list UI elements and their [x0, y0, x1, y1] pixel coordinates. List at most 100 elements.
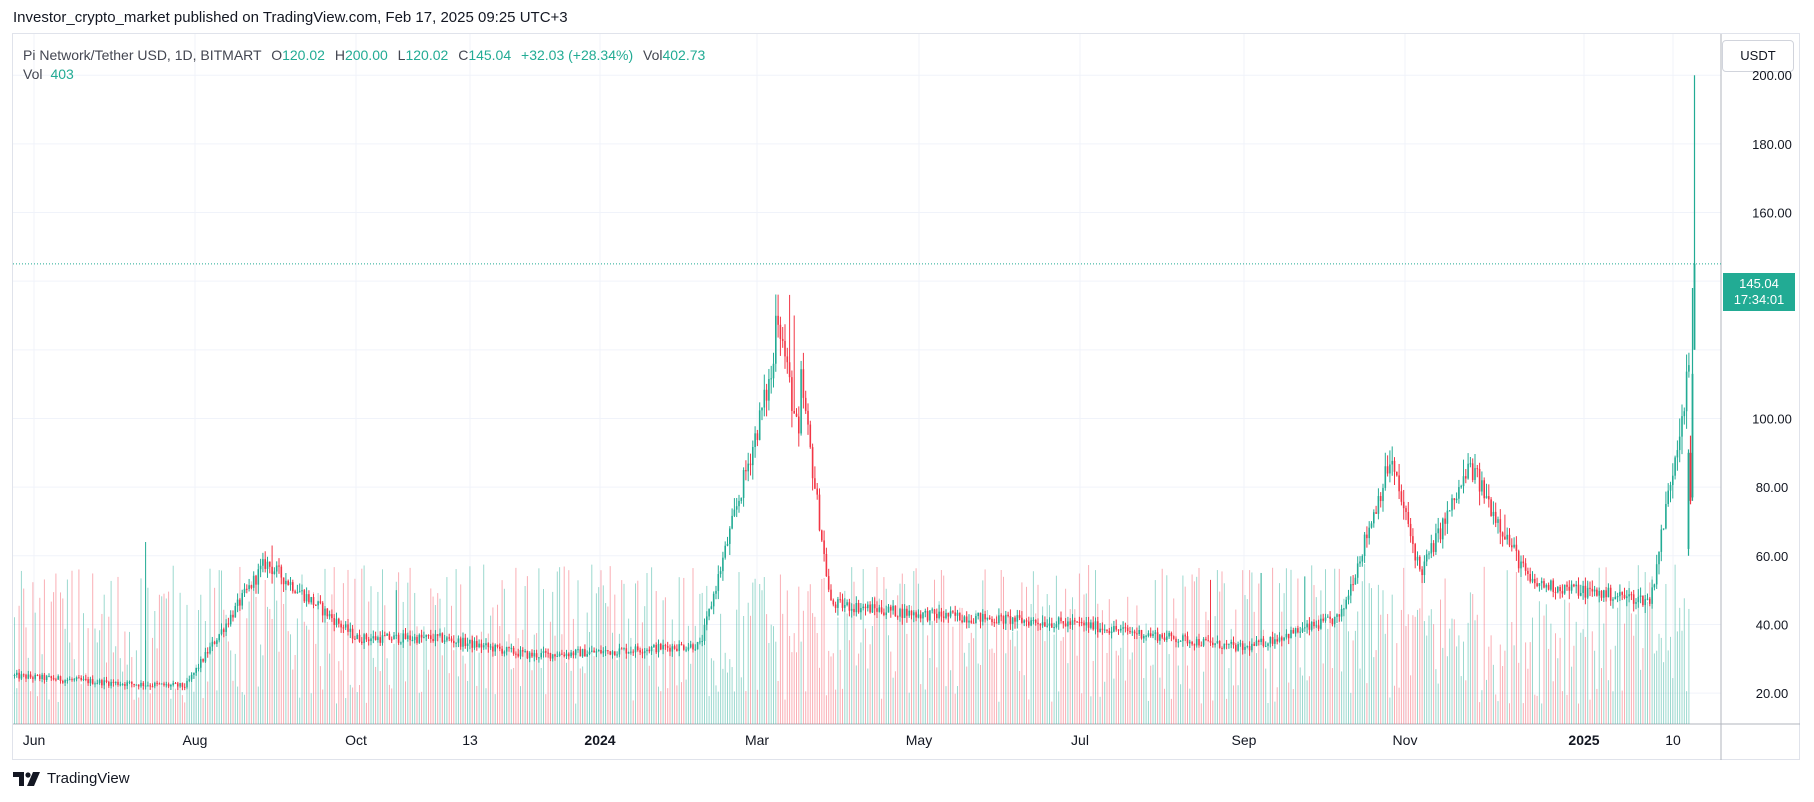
- candle-body: [1658, 551, 1660, 565]
- candle-body: [1080, 622, 1083, 624]
- volume-bar: [331, 594, 333, 724]
- volume-bar: [793, 633, 795, 724]
- volume-bar: [1601, 668, 1602, 724]
- volume-bar: [713, 660, 715, 724]
- volume-bar: [814, 616, 816, 724]
- volume-bar: [1279, 583, 1280, 724]
- candle-body: [926, 610, 929, 621]
- volume-bar: [1591, 631, 1593, 724]
- candle-body: [745, 470, 747, 472]
- candle-body: [1674, 457, 1676, 476]
- candle-body: [333, 618, 335, 625]
- candle-body: [903, 608, 906, 618]
- volume-bar: [1561, 691, 1563, 724]
- candle-body: [75, 677, 78, 680]
- volume-bar: [165, 598, 167, 724]
- volume-bar: [1387, 613, 1389, 724]
- volume-bar: [1426, 635, 1428, 724]
- candle-body: [1143, 635, 1145, 639]
- volume-bar: [842, 688, 843, 724]
- volume-bar: [1318, 615, 1320, 724]
- volume-bar: [1239, 644, 1241, 724]
- candle-body: [913, 612, 915, 616]
- volume-indicator-legend[interactable]: Vol 403: [23, 66, 74, 82]
- candle-body: [853, 608, 855, 613]
- candle-body: [78, 677, 80, 679]
- candle-body: [50, 676, 53, 679]
- currency-button[interactable]: USDT: [1722, 40, 1794, 72]
- candle-body: [561, 653, 563, 655]
- volume-bar: [53, 592, 55, 724]
- candle-body: [1490, 499, 1492, 516]
- volume-bar: [172, 565, 174, 724]
- volume-bar: [945, 686, 947, 724]
- candle-body: [1184, 635, 1186, 637]
- candle-body: [22, 674, 25, 676]
- volume-bar: [384, 605, 386, 724]
- symbol-title[interactable]: Pi Network/Tether USD, 1D, BITMART: [23, 47, 262, 63]
- volume-bar: [724, 652, 726, 724]
- candle-body: [82, 678, 85, 680]
- candle-body: [1377, 496, 1380, 514]
- candle-body: [1563, 584, 1566, 594]
- volume-bar: [398, 572, 400, 724]
- volume-bar: [731, 667, 733, 724]
- volume-bar: [568, 570, 570, 724]
- candle-body: [1432, 543, 1435, 552]
- volume-bar: [812, 613, 814, 724]
- candle-body: [1343, 608, 1345, 610]
- candle-body: [763, 389, 766, 408]
- volume-bar: [487, 633, 489, 724]
- volume-bar: [133, 699, 135, 724]
- volume-bar: [356, 692, 358, 724]
- candle-body: [482, 645, 485, 648]
- last-price-label: 145.04 17:34:01: [1723, 273, 1795, 311]
- candle-body: [1159, 634, 1161, 641]
- candle-body: [1669, 485, 1672, 491]
- volume-bar: [1311, 565, 1313, 724]
- volume-bar: [729, 659, 731, 724]
- volume-bar: [1269, 642, 1271, 724]
- volume-bar: [273, 570, 275, 724]
- candle-body: [160, 683, 163, 685]
- candle-body: [1085, 622, 1088, 626]
- x-tick-label: Sep: [1232, 732, 1257, 748]
- volume-bar: [232, 680, 234, 724]
- candle-body: [864, 606, 867, 609]
- volume-bar: [108, 616, 110, 724]
- candle-body: [1322, 618, 1324, 621]
- volume-bar: [1104, 681, 1106, 724]
- volume-bar: [639, 646, 641, 724]
- candle-body: [551, 654, 554, 659]
- volume-bar: [538, 568, 540, 724]
- candle-body: [1069, 621, 1071, 625]
- volume-bar: [1624, 623, 1625, 724]
- candle-body: [1333, 616, 1336, 625]
- volume-bar: [23, 588, 25, 724]
- volume-bar: [927, 635, 929, 724]
- candle-body: [696, 641, 699, 650]
- volume-bar: [480, 631, 482, 724]
- volume-bar: [784, 699, 786, 724]
- volume-bar: [690, 663, 692, 724]
- candle-body: [195, 667, 197, 673]
- candle-body: [1384, 466, 1387, 488]
- volume-bar: [766, 614, 768, 724]
- volume-bar: [1175, 618, 1177, 724]
- volume-bar: [1265, 668, 1267, 724]
- candle-body: [1285, 633, 1288, 638]
- candle-body: [1419, 556, 1421, 570]
- candle-body: [1580, 593, 1582, 596]
- candle-body: [361, 641, 363, 644]
- candle-body: [961, 620, 963, 623]
- candle-body: [646, 649, 648, 652]
- volume-bar: [122, 671, 124, 724]
- candle-body: [1460, 486, 1462, 488]
- candle-body: [1260, 638, 1262, 643]
- volume-bar: [809, 584, 811, 724]
- candle-body: [618, 648, 621, 655]
- candle-body: [384, 635, 386, 637]
- tradingview-logo[interactable]: TradingView: [13, 770, 130, 787]
- volume-bar: [1246, 599, 1248, 724]
